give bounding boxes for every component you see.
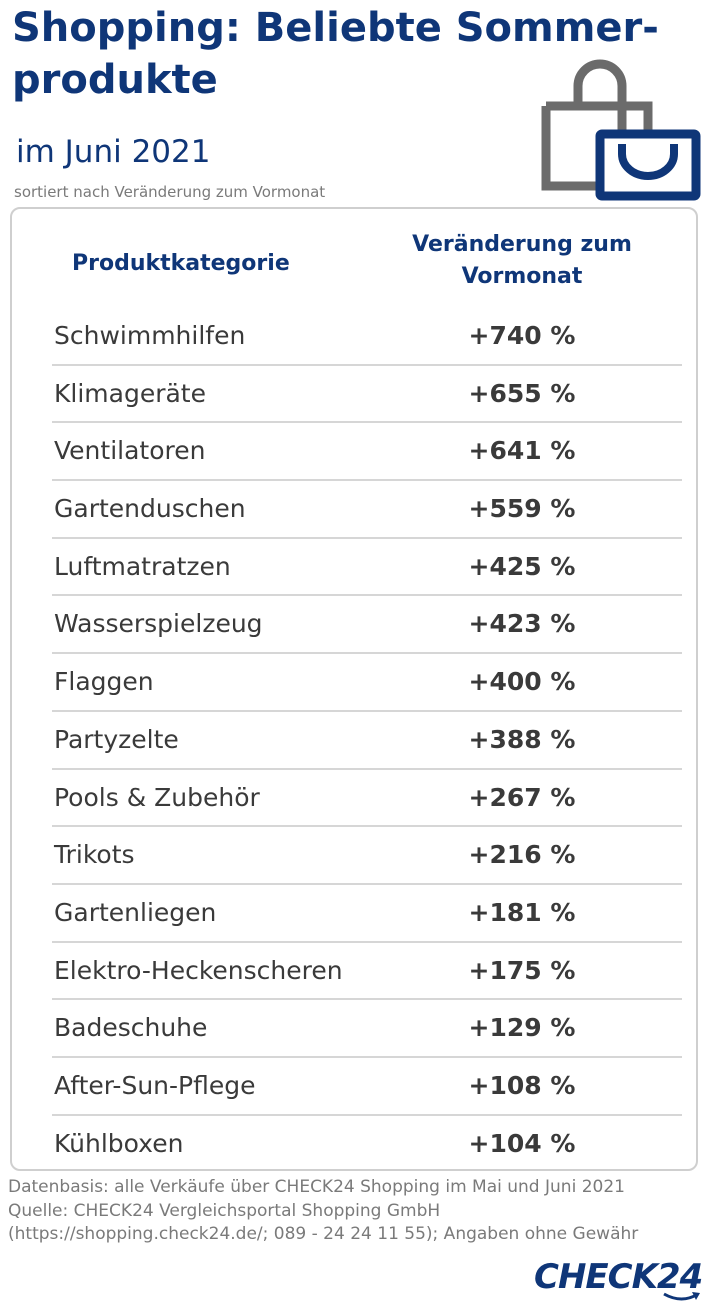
row-change: +181 %	[468, 897, 576, 927]
footer-line-3: (https://shopping.check24.de/; 089 - 24 …	[8, 1224, 639, 1244]
table-row: Schwimmhilfen +740 %	[12, 308, 696, 366]
row-divider	[52, 825, 682, 828]
row-category: Ventilatoren	[54, 436, 206, 466]
bag-gray-handle	[573, 59, 627, 130]
table-row: Kühlboxen +104 %	[12, 1116, 696, 1174]
page-title: Shopping: Beliebte Sommer- produkte	[12, 2, 702, 106]
row-divider	[52, 1055, 682, 1058]
row-category: Gartenliegen	[54, 897, 217, 927]
sort-note: sortiert nach Veränderung zum Vormonat	[14, 183, 326, 201]
row-change: +400 %	[468, 667, 576, 697]
table-row: Wasserspielzeug +423 %	[12, 596, 696, 655]
row-change: +104 %	[468, 1128, 576, 1158]
row-divider	[52, 594, 682, 597]
row-divider	[52, 1113, 682, 1116]
footer-line-1: Datenbasis: alle Verkäufe über CHECK24 S…	[8, 1177, 625, 1197]
source-footer: Datenbasis: alle Verkäufe über CHECK24 S…	[8, 1176, 698, 1247]
row-category: Partyzelte	[54, 724, 179, 754]
table-row: Flaggen +400 %	[12, 654, 696, 712]
table-row: Klimageräte +655 %	[12, 366, 696, 424]
title-line-2: produkte	[12, 57, 218, 103]
row-category: Klimageräte	[54, 378, 206, 408]
row-change: +641 %	[468, 436, 576, 466]
row-divider	[52, 998, 682, 1001]
table-row: After-Sun-Pflege +108 %	[12, 1058, 696, 1116]
row-category: Luftmatratzen	[54, 551, 231, 581]
shopping-bag-icon	[541, 59, 701, 201]
row-category: Schwimmhilfen	[54, 321, 246, 350]
bag-blue-body	[595, 129, 701, 201]
row-change: +267 %	[468, 782, 576, 812]
row-change: +129 %	[468, 1013, 576, 1043]
row-change: +388 %	[468, 724, 576, 754]
table-row: Badeschuhe +129 %	[12, 1000, 696, 1058]
column-header-category: Produktkategorie	[72, 251, 290, 276]
row-divider	[52, 421, 682, 424]
footer-line-2: Quelle: CHECK24 Vergleichsportal Shoppin…	[8, 1200, 441, 1221]
table-row: Elektro-Heckenscheren +175 %	[12, 943, 696, 1001]
row-divider	[52, 709, 682, 712]
bag-blue-handle	[618, 144, 678, 180]
check24-logo: CHECK24	[534, 1257, 703, 1297]
row-change: +425 %	[468, 551, 576, 581]
row-category: Pools & Zubehör	[54, 782, 260, 812]
table-row: Trikots +216 %	[12, 827, 696, 885]
column-header-change: Veränderung zum Vormonat	[392, 229, 652, 293]
table-row: Partyzelte +388 %	[12, 712, 696, 770]
row-change: +216 %	[468, 840, 576, 870]
title-line-1: Shopping: Beliebte Sommer-	[12, 5, 659, 51]
row-category: Kühlboxen	[54, 1128, 184, 1158]
row-divider	[52, 536, 682, 539]
row-change: +655 %	[468, 378, 576, 408]
table-row: Luftmatratzen +425 %	[12, 539, 696, 597]
bag-gray-body	[541, 101, 653, 191]
row-category: Flaggen	[54, 667, 154, 697]
row-change: +175 %	[468, 955, 576, 985]
row-change: +559 %	[468, 494, 576, 524]
column-header-change-line-1: Veränderung zum	[412, 232, 632, 257]
row-change: +740 %	[468, 321, 576, 350]
row-change: +108 %	[468, 1070, 576, 1100]
subtitle: im Juni 2021	[16, 134, 211, 170]
row-category: Badeschuhe	[54, 1013, 208, 1043]
row-category: Elektro-Heckenscheren	[54, 955, 343, 985]
row-divider	[52, 882, 682, 885]
row-category: Gartenduschen	[54, 494, 246, 524]
table-body: Schwimmhilfen +740 % Klimageräte +655 % Ve…	[12, 308, 696, 1173]
row-category: After-Sun-Pflege	[54, 1070, 256, 1100]
row-divider	[52, 479, 682, 482]
row-divider	[52, 363, 682, 366]
logo-swoosh-icon	[663, 1292, 700, 1301]
table-row: Ventilatoren +641 %	[12, 423, 696, 482]
row-divider	[52, 940, 682, 943]
row-divider	[52, 767, 682, 770]
row-category: Trikots	[54, 840, 135, 870]
ranking-table: Produktkategorie Veränderung zum Vormona…	[10, 207, 698, 1171]
table-row: Gartenduschen +559 %	[12, 481, 696, 539]
table-row: Pools & Zubehör +267 %	[12, 770, 696, 828]
table-row: Gartenliegen +181 %	[12, 885, 696, 943]
row-divider	[52, 652, 682, 655]
row-category: Wasserspielzeug	[54, 609, 263, 639]
row-change: +423 %	[468, 609, 576, 639]
column-header-change-line-2: Vormonat	[461, 264, 583, 289]
